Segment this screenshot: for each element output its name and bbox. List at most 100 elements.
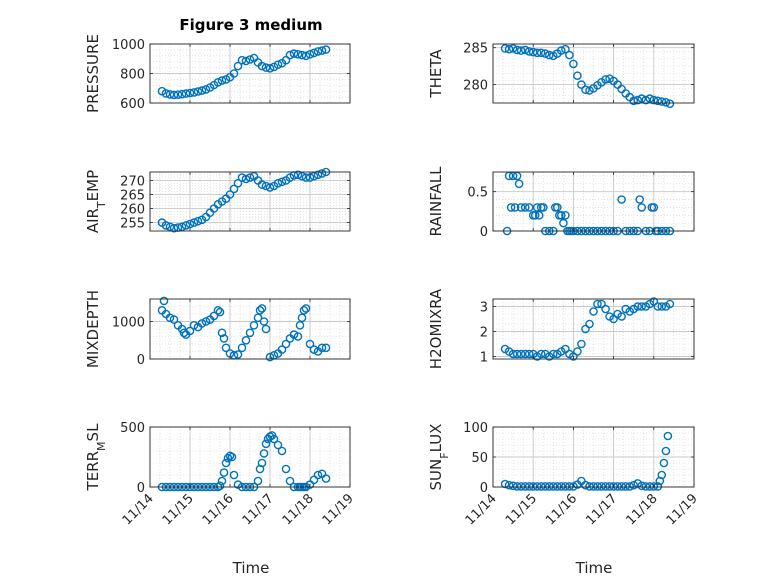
data-point	[185, 88, 195, 98]
data-point	[245, 173, 255, 182]
data-point	[165, 313, 175, 323]
subplot-theta: 280 285 THETA	[427, 42, 695, 108]
subplot-mixdepth: 0 1000 MIXDEPTH	[84, 290, 351, 368]
y-tick-label: 0.5	[467, 186, 488, 201]
data-point	[657, 470, 667, 480]
data-point	[504, 44, 514, 54]
data-point	[301, 304, 311, 313]
x-tick-label: 11/18	[280, 491, 317, 528]
data-point	[299, 305, 309, 315]
tick-marks	[149, 299, 351, 360]
data-point	[589, 307, 598, 316]
data-point	[593, 482, 602, 491]
data-point	[549, 349, 558, 359]
data-point	[520, 203, 530, 212]
data-point	[233, 61, 243, 71]
data-point	[273, 60, 283, 69]
data-point	[289, 49, 299, 58]
y-axis-label: TERRMSL	[84, 423, 108, 492]
data-point	[225, 190, 235, 199]
data-point	[541, 482, 550, 491]
data-point	[569, 59, 578, 69]
data-point	[659, 458, 669, 468]
data-point	[512, 45, 522, 55]
data-point	[229, 69, 239, 78]
data-point	[189, 320, 199, 330]
data-point	[532, 48, 542, 58]
data-point	[213, 78, 223, 87]
data-point	[589, 482, 598, 491]
data-point	[241, 174, 251, 184]
data-point	[245, 328, 255, 338]
data-point	[177, 222, 187, 232]
data-point	[649, 482, 659, 491]
y-axis-label: THETA	[427, 49, 445, 99]
data-point	[581, 85, 590, 94]
data-point	[569, 482, 578, 491]
data-point	[601, 482, 610, 491]
data-point	[536, 48, 546, 58]
data-point	[297, 171, 307, 181]
data-point	[219, 334, 229, 343]
data-point	[159, 296, 169, 306]
data-point	[181, 221, 191, 230]
data-point	[561, 44, 570, 54]
data-point	[528, 482, 538, 491]
data-point	[510, 203, 520, 212]
data-point	[508, 349, 518, 359]
data-point	[293, 50, 303, 59]
y-tick-label: 265	[120, 188, 145, 203]
data-point	[601, 75, 610, 84]
data-point	[520, 349, 530, 359]
data-point	[536, 349, 546, 359]
data-point	[597, 299, 606, 309]
data-point	[317, 169, 327, 178]
y-tick-label: 800	[120, 68, 145, 83]
series-markers	[157, 45, 331, 100]
data-point	[233, 178, 243, 188]
data-point	[197, 319, 207, 328]
y-axis-label: PRESSURE	[84, 34, 102, 113]
data-point	[532, 203, 542, 212]
x-tick-label: 11/19	[320, 491, 357, 528]
y-tick-label: 600	[120, 97, 145, 112]
y-tick-label: 0	[480, 225, 488, 240]
data-point	[265, 64, 275, 73]
data-point	[277, 345, 287, 354]
data-point	[169, 223, 179, 233]
y-tick-label: 0	[137, 481, 145, 496]
data-point	[293, 170, 303, 180]
data-point	[309, 171, 319, 181]
data-point	[633, 95, 643, 105]
data-point	[217, 476, 227, 486]
data-point	[317, 343, 327, 353]
data-point	[593, 299, 602, 309]
data-point	[661, 446, 671, 456]
data-point	[641, 95, 651, 105]
data-point	[301, 173, 311, 182]
x-tick-label: 11/17	[240, 491, 277, 528]
tick-marks	[492, 426, 695, 488]
data-point	[309, 48, 319, 58]
y-tick-label: 255	[120, 217, 145, 232]
data-point	[219, 468, 229, 477]
data-point	[559, 218, 568, 228]
data-point	[321, 343, 331, 353]
data-point	[528, 47, 538, 57]
data-point	[637, 481, 647, 491]
data-point	[185, 219, 195, 229]
data-point	[237, 343, 247, 353]
data-point	[185, 326, 195, 336]
data-point	[269, 434, 279, 444]
data-point	[277, 177, 287, 187]
data-point	[197, 86, 207, 95]
subplot-pressure: 600 800 1000 PRESSURE	[84, 34, 351, 113]
data-point	[609, 482, 618, 491]
data-point	[321, 45, 331, 54]
data-point	[297, 50, 307, 60]
x-tick-label: 11/15	[160, 491, 197, 528]
series-markers	[500, 297, 675, 361]
tick-marks	[492, 172, 695, 232]
